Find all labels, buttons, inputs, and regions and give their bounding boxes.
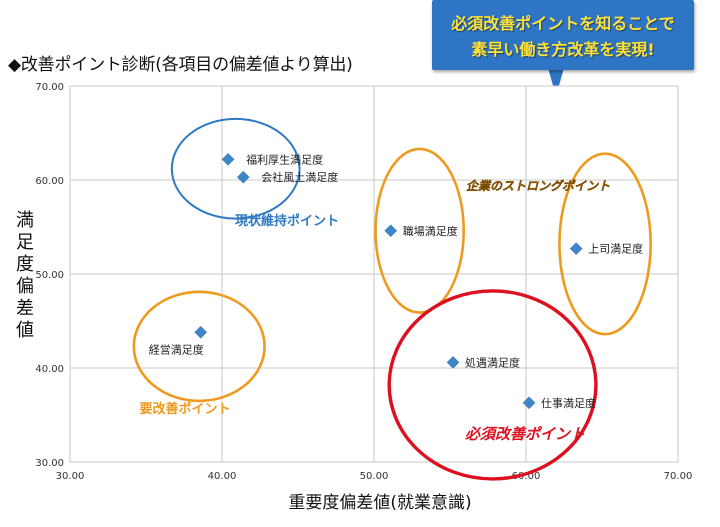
data-point xyxy=(236,170,250,184)
data-point xyxy=(194,325,208,339)
group-ellipse xyxy=(558,152,652,336)
group-ellipse xyxy=(374,147,465,314)
group-annotation: 現状維持ポイント xyxy=(235,213,339,229)
x-tick-label: 40.00 xyxy=(208,471,237,482)
y-tick-label: 60.00 xyxy=(35,176,64,187)
data-point xyxy=(384,224,398,238)
group-annotation: 要改善ポイント xyxy=(139,401,230,417)
data-point xyxy=(221,152,235,166)
data-point xyxy=(522,396,536,410)
x-tick-label: 50.00 xyxy=(360,471,389,482)
data-label: 経営満足度 xyxy=(149,342,204,356)
y-axis-label-char: 値 xyxy=(16,320,34,341)
data-point xyxy=(569,242,583,255)
callout-line-2: 素早い働き方改革を実現! xyxy=(471,40,655,59)
x-tick-label: 60.00 xyxy=(512,471,541,482)
group-annotation: 企業のストロングポイント xyxy=(466,179,610,193)
y-tick-label: 40.00 xyxy=(35,364,64,375)
y-tick-label: 30.00 xyxy=(35,458,64,469)
page-title: ◆改善ポイント診断(各項目の偏差値より算出) xyxy=(8,55,353,75)
data-label: 会社風土満足度 xyxy=(261,170,338,184)
y-axis-label-char: 差 xyxy=(16,298,34,319)
y-axis-label-char: 足 xyxy=(16,232,34,253)
y-axis-label-char: 満 xyxy=(16,210,34,231)
callout-box xyxy=(432,0,694,70)
data-label: 仕事満足度 xyxy=(541,396,596,410)
data-label: 福利厚生満足度 xyxy=(246,152,323,166)
data-label: 職場満足度 xyxy=(403,224,458,238)
x-tick-label: 70.00 xyxy=(664,471,693,482)
group-ellipse xyxy=(387,289,598,481)
data-point xyxy=(446,356,460,369)
group-ellipse xyxy=(132,290,266,403)
callout-line-1: 必須改善ポイントを知ることで xyxy=(451,14,675,33)
y-tick-label: 50.00 xyxy=(35,270,64,281)
data-label: 上司満足度 xyxy=(588,242,643,256)
group-annotation: 必須改善ポイント xyxy=(465,425,585,443)
group-ellipse xyxy=(170,117,301,220)
y-tick-label: 70.00 xyxy=(35,82,64,93)
y-axis-label-char: 度 xyxy=(16,254,34,275)
x-axis-label: 重要度偏差値(就業意識) xyxy=(288,493,472,513)
y-axis-label-char: 偏 xyxy=(16,276,34,297)
x-tick-label: 30.00 xyxy=(56,471,85,482)
data-label: 処遇満足度 xyxy=(465,355,520,369)
